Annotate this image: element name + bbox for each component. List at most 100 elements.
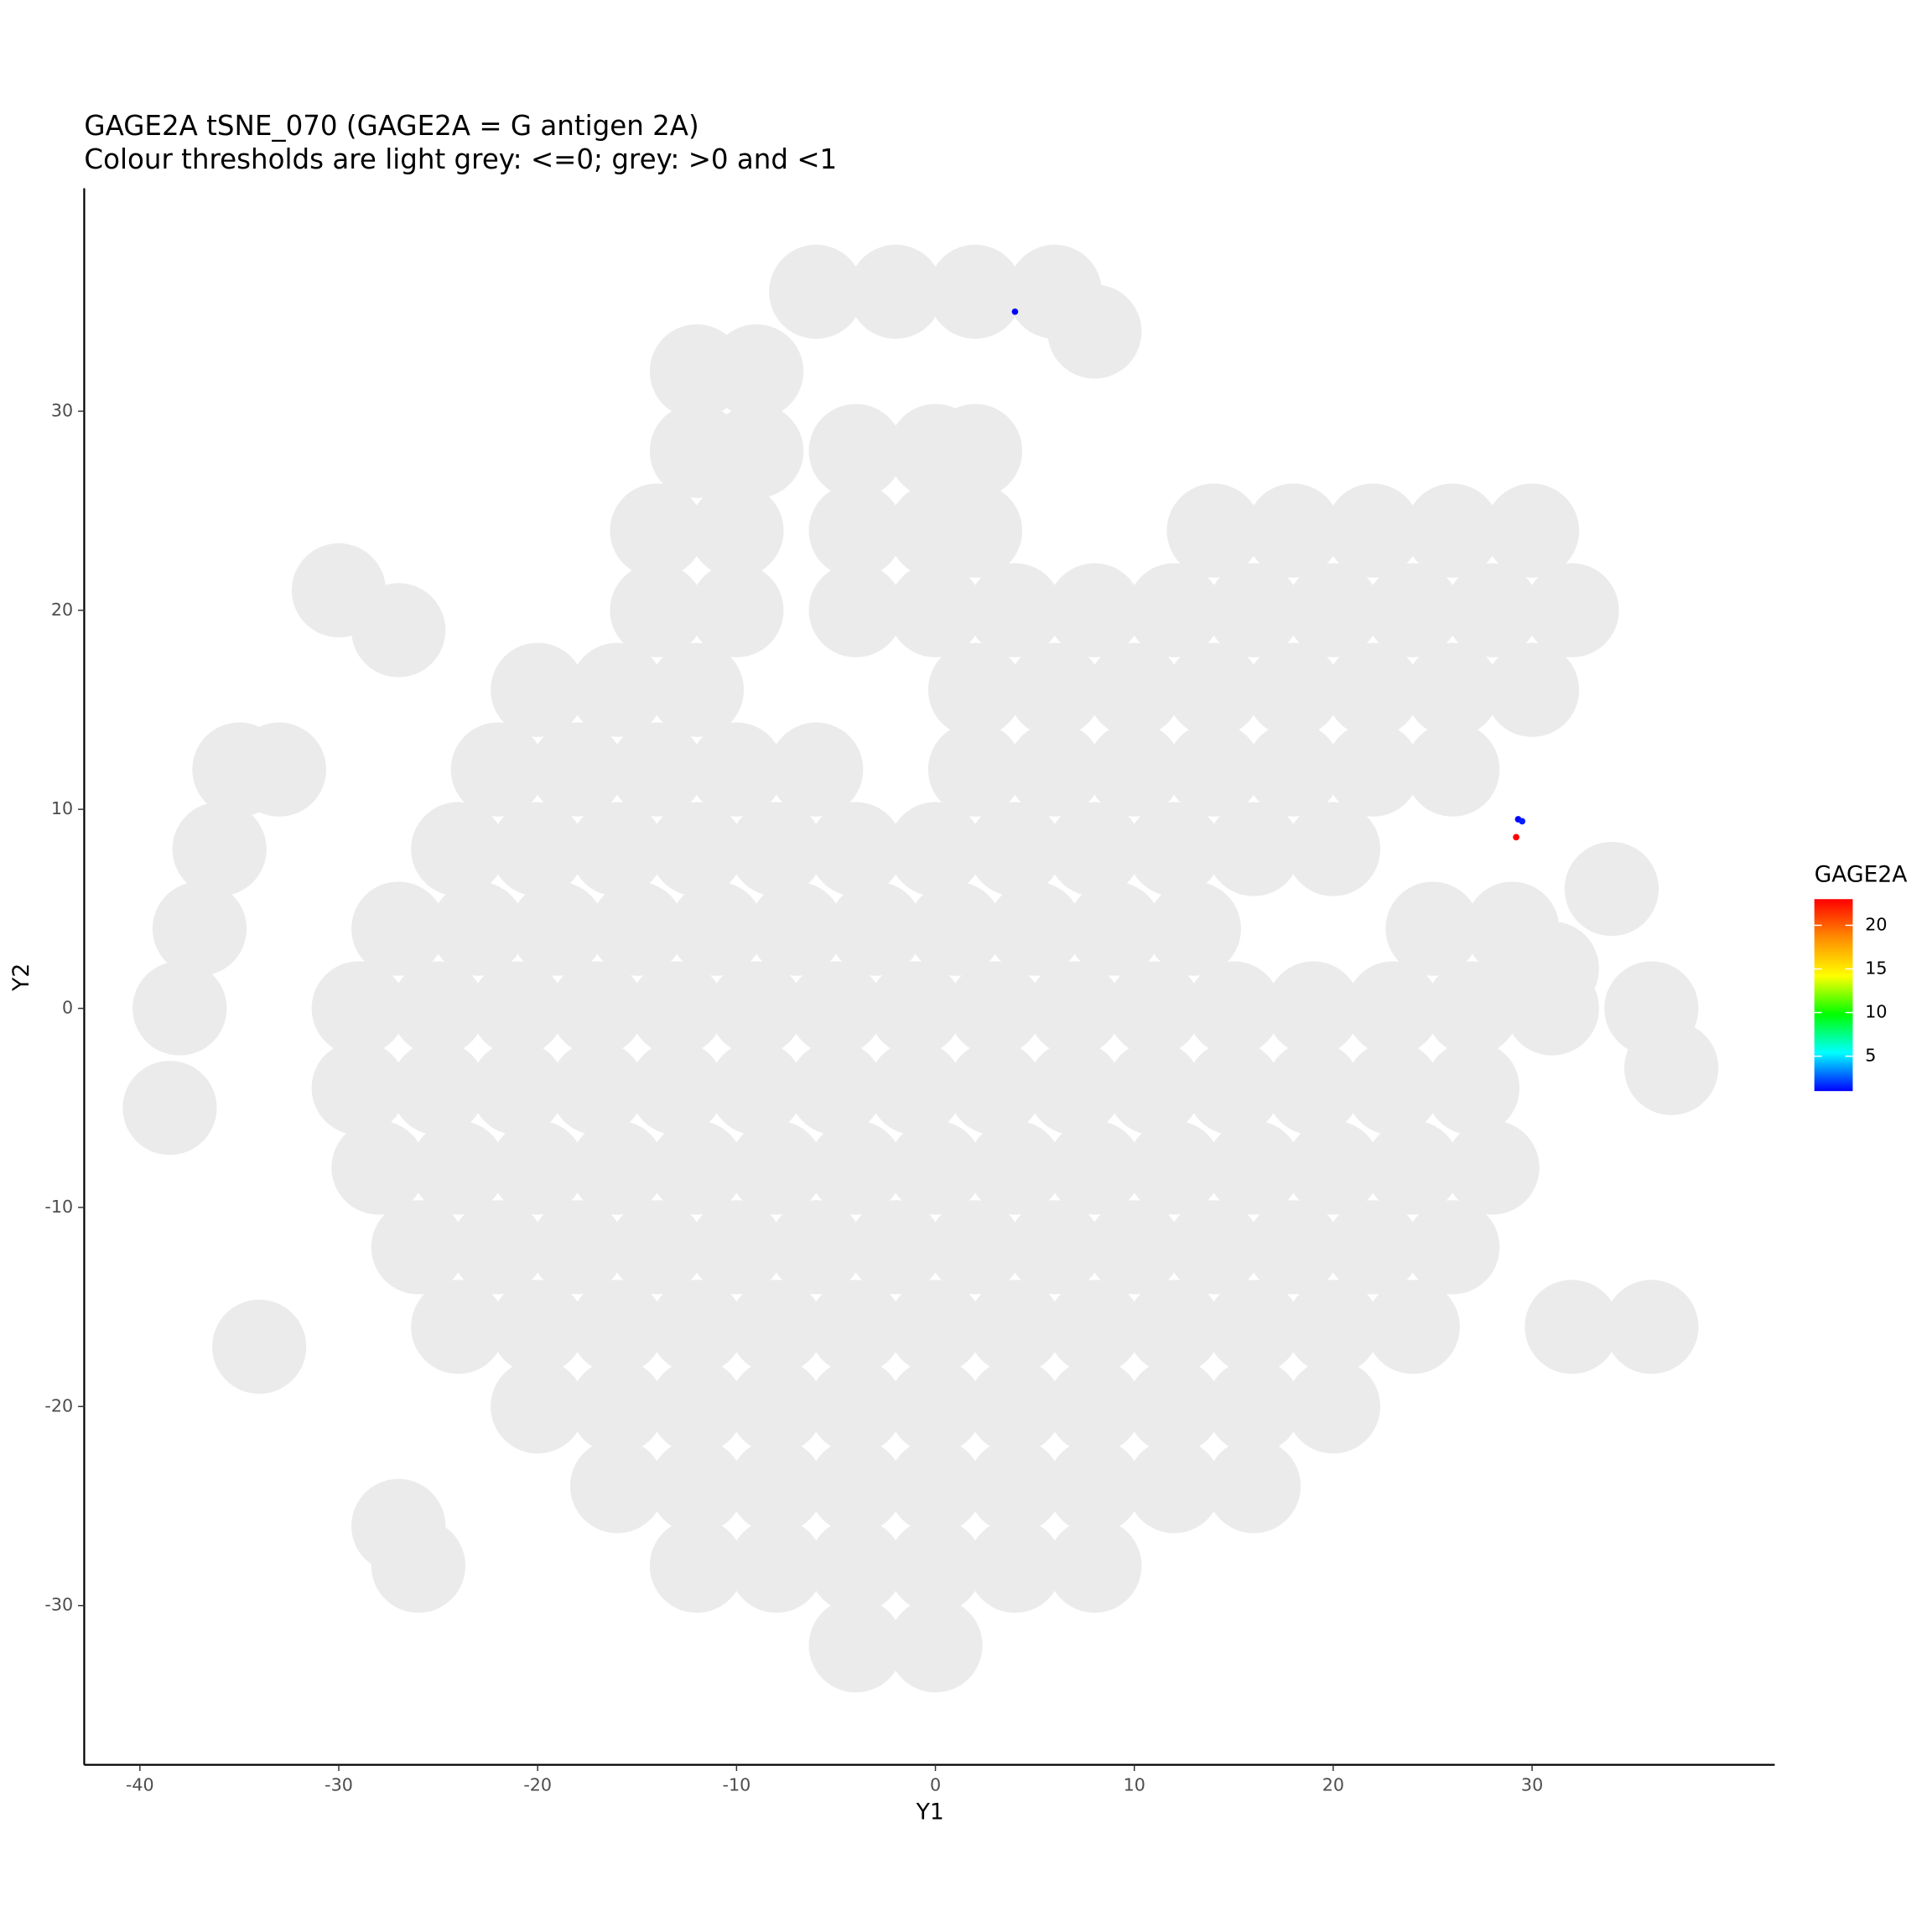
cell [828,881,923,976]
cell [1047,284,1142,379]
cell [968,802,1062,896]
cell [491,802,585,896]
cell [430,881,526,976]
cell [1365,1280,1460,1374]
cell [769,244,864,340]
x-tick-label: 10 [1124,1775,1145,1795]
cell [530,1200,625,1295]
cell [649,802,745,896]
cell [1146,881,1241,976]
cell [589,881,684,976]
cell [491,1120,585,1215]
x-tick-label: -10 [722,1775,750,1795]
cell [510,881,605,976]
cell [808,1120,903,1215]
cell [1127,1280,1222,1374]
cell [769,722,864,817]
cell [908,881,1003,976]
cell [808,403,903,498]
cell [1524,563,1619,657]
cell [808,1439,903,1534]
cell [491,1280,585,1374]
cell [1107,961,1202,1056]
cell [1445,1120,1540,1215]
cell [450,722,545,817]
cell [649,1519,745,1613]
y-tick-label: 20 [51,600,73,620]
cell [1187,961,1281,1056]
cell [927,722,1023,817]
cell [1047,1280,1142,1374]
cell [1285,802,1381,896]
cell [470,1041,565,1135]
cell [1047,1359,1142,1454]
cell [569,802,665,896]
cell [888,563,983,657]
cell [788,961,884,1056]
cell [391,1041,486,1135]
cell [709,324,804,419]
cell [968,1280,1062,1374]
cell [610,722,704,817]
cell [610,1200,704,1295]
cell [550,961,645,1056]
cell [411,1280,506,1374]
cell [968,1120,1062,1215]
cell [411,1120,506,1215]
cell [1047,563,1142,657]
cell [391,961,486,1056]
cell [808,1519,903,1613]
cell [1405,722,1500,817]
cell [1007,722,1102,817]
cell [1266,1041,1361,1135]
cell [1206,563,1301,657]
cell [1166,642,1261,737]
cell [769,1200,864,1295]
cell [689,1200,784,1295]
cell [491,1359,585,1454]
cell [729,1439,823,1534]
cell [1047,802,1142,896]
cell [968,1519,1062,1613]
cell [888,802,983,896]
cell [1246,1200,1341,1295]
cell [689,722,784,817]
cell [968,1359,1062,1454]
cell [1087,642,1182,737]
cell [1027,961,1122,1056]
cell [1127,1359,1222,1454]
colorbar-tick-label: 10 [1865,1002,1887,1022]
cell [1405,642,1500,737]
cell [649,1280,745,1374]
cell [1007,642,1102,737]
cell [868,961,963,1056]
cell [927,483,1023,578]
cell [1524,1280,1619,1374]
cell [1504,921,1599,1016]
cell [1047,1519,1142,1613]
cell [1007,1200,1102,1295]
expressing-cell [1011,308,1019,315]
cell [331,1120,426,1215]
cell [1127,1439,1222,1534]
cell [411,802,506,896]
cell [450,1200,545,1295]
cell [689,483,784,578]
cell [927,403,1023,498]
cell [1604,1280,1699,1374]
cell [1285,1359,1381,1454]
cell [649,1439,745,1534]
cell [1087,1200,1182,1295]
colorbar-tick-label: 15 [1865,958,1887,978]
cell [172,802,267,896]
cell [888,1120,983,1215]
x-tick-label: 20 [1322,1775,1344,1795]
y-tick-label: 10 [51,798,73,818]
x-tick-label: 30 [1521,1775,1543,1795]
cell [569,1439,665,1534]
cell [1127,1120,1222,1215]
cell [630,1041,724,1135]
cell [630,961,724,1056]
